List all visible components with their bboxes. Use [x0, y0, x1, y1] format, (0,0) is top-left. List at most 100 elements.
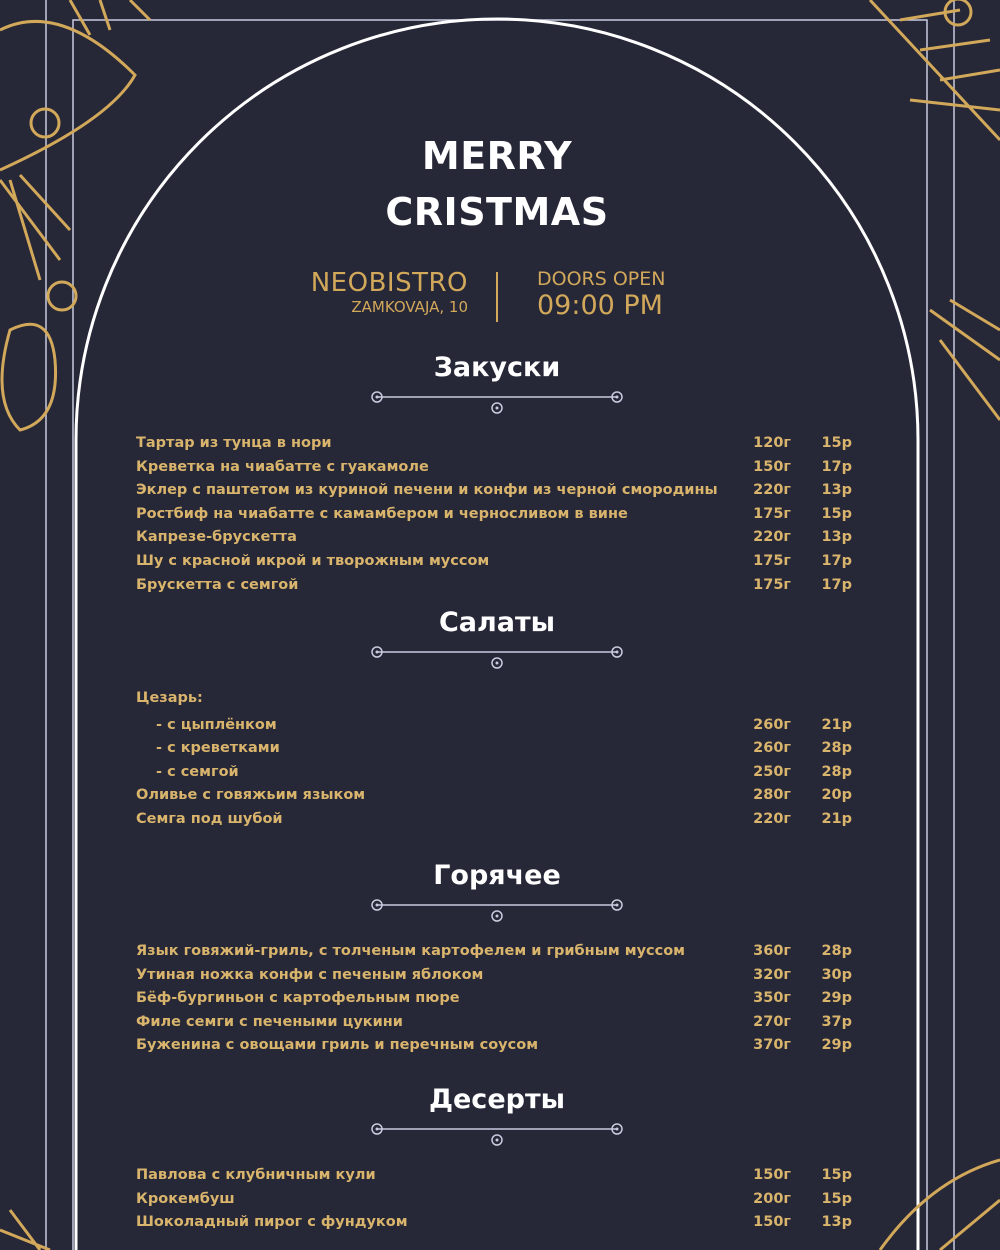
item-price: 20р — [821, 787, 852, 804]
menu-item: Капрезе-брускетта 220г 13р — [136, 526, 856, 550]
item-price: 13р — [821, 1214, 852, 1231]
section-title: Салаты — [438, 607, 556, 638]
venue-address: ZAMKOVAJA, 10 — [351, 298, 468, 316]
item-price: 15р — [821, 1190, 852, 1207]
item-name: Утиная ножка конфи с печеным яблоком — [136, 966, 484, 983]
item-name: Бёф-бургиньон с картофельным пюре — [136, 990, 460, 1007]
menu-item: Оливье с говяжьим языком 280г 20р — [136, 784, 856, 808]
item-weight: 220г — [753, 482, 791, 499]
menu-item: Павлова с клубничным кули 150г 15р — [136, 1164, 856, 1188]
item-weight: 360г — [753, 943, 791, 959]
menu-list: Язык говяжий-гриль, с толченым картофеле… — [136, 940, 856, 1058]
item-weight: 220г — [753, 529, 791, 546]
menu-list: Павлова с клубничным кули 150г 15р Крокембу… — [136, 1164, 856, 1235]
item-weight: 150г — [753, 1214, 791, 1231]
menu-item: - с креветками 260г 28р — [136, 737, 856, 761]
bell-ornament-icon — [0, 0, 152, 432]
item-name: Оливье с говяжьим языком — [136, 787, 366, 804]
item-name: Ростбиф на чиабатте с камамбером и черно… — [136, 505, 628, 522]
item-name: Язык говяжий-гриль, с толченым картофеле… — [136, 943, 686, 959]
item-weight: 370г — [753, 1037, 791, 1054]
item-weight: 260г — [753, 716, 791, 733]
venue-name: NEOBISTRO — [310, 268, 468, 298]
menu-item: - с семгой 250г 28р — [136, 761, 856, 785]
menu-item: Ростбиф на чиабатте с камамбером и черно… — [136, 503, 856, 527]
item-name: - с цыплёнком — [156, 716, 277, 733]
item-price: 13р — [821, 529, 852, 546]
item-price: 28р — [821, 943, 852, 959]
item-name: Брускетта с семгой — [136, 576, 299, 593]
arch-frame — [74, 17, 920, 1250]
item-name: Буженина с овощами гриль и перечным соус… — [136, 1037, 539, 1054]
menu-item: Шоколадный пирог с фундуком 150г 13р — [136, 1211, 856, 1235]
section-ornament-icon — [371, 391, 623, 414]
item-weight: 175г — [753, 552, 791, 569]
menu-item: Утиная ножка конфи с печеным яблоком 320г… — [136, 964, 856, 988]
section-title: Десерты — [428, 1084, 566, 1115]
section-ornament-icon — [371, 1123, 623, 1146]
item-name: - с семгой — [156, 763, 239, 780]
item-price: 17р — [821, 458, 852, 475]
menu-list: Цезарь: - с цыплёнком 260г 21р - с креветкам… — [136, 687, 856, 829]
item-price: 15р — [821, 1167, 852, 1183]
section-title: Закуски — [433, 352, 561, 383]
item-price: 37р — [821, 1013, 852, 1030]
item-name: Тартар из тунца в нори — [136, 435, 332, 451]
menu-item: Крокембуш 200г 15р — [136, 1188, 856, 1212]
menu-item: Цезарь: — [136, 687, 856, 711]
item-name: Креветка на чиабатте с гуакамоле — [136, 458, 429, 475]
menu-item: Брускетта с семгой 175г 17р — [136, 574, 856, 598]
item-price: 28р — [821, 763, 852, 780]
menu-item: Язык говяжий-гриль, с толченым картофеле… — [136, 940, 856, 964]
item-price: 29р — [821, 990, 852, 1007]
item-weight: 270г — [753, 1013, 791, 1030]
item-name: Павлова с клубничным кули — [136, 1167, 376, 1183]
item-weight: 320г — [753, 966, 791, 983]
item-weight: 120г — [753, 435, 791, 451]
item-price: 15р — [821, 505, 852, 522]
item-name: Филе семги с печеными цукини — [136, 1013, 403, 1030]
item-price: 17р — [821, 576, 852, 593]
item-name: Шоколадный пирог с фундуком — [136, 1214, 408, 1231]
item-weight: 150г — [753, 458, 791, 475]
item-weight: 220г — [753, 810, 791, 827]
menu-item: Эклер с паштетом из куриной печени и кон… — [136, 479, 856, 503]
section-ornament-icon — [371, 646, 623, 669]
venue-block: NEOBISTRO ZAMKOVAJA, 10 — [311, 268, 468, 316]
item-price: 17р — [821, 552, 852, 569]
menu-item: Тартар из тунца в нори 120г 15р — [136, 432, 856, 456]
item-name: Эклер с паштетом из куриной печени и кон… — [136, 482, 718, 499]
doors-block: DOORS OPEN 09:00 PM — [537, 268, 665, 321]
item-name: - с креветками — [156, 740, 280, 757]
item-price: 13р — [821, 482, 852, 499]
item-name: Семга под шубой — [136, 810, 283, 827]
item-weight: 280г — [753, 787, 791, 804]
menu-item: Буженина с овощами гриль и перечным соус… — [136, 1034, 856, 1058]
menu-item: Креветка на чиабатте с гуакамоле 150г 17р — [136, 456, 856, 480]
menu-item: Шу с красной икрой и творожным муссом 175… — [136, 550, 856, 574]
menu-list: Тартар из тунца в нори 120г 15р Креветка на… — [136, 432, 856, 597]
item-weight: 175г — [753, 576, 791, 593]
item-weight: 350г — [753, 990, 791, 1007]
item-name: Крокембуш — [136, 1190, 235, 1207]
item-price: 28р — [821, 740, 852, 757]
item-weight: 200г — [753, 1190, 791, 1207]
item-name: Шу с красной икрой и творожным муссом — [136, 552, 490, 569]
item-price: 21р — [821, 716, 852, 733]
title-line-1: MERRY — [421, 134, 573, 178]
item-price: 29р — [821, 1037, 852, 1054]
item-weight: 175г — [753, 505, 791, 522]
item-name: Капрезе-брускетта — [136, 529, 297, 546]
menu-item: Филе семги с печеными цукини 270г 37р — [136, 1011, 856, 1035]
item-weight: 260г — [753, 740, 791, 757]
item-price: 30р — [821, 966, 852, 983]
item-weight: 250г — [753, 763, 791, 780]
item-price: 21р — [821, 810, 852, 827]
divider — [496, 272, 498, 322]
doors-time: 09:00 PM — [537, 290, 663, 321]
item-name: Цезарь: — [136, 690, 203, 706]
menu-item: Семга под шубой 220г 21р — [136, 808, 856, 832]
item-weight: 150г — [753, 1167, 791, 1183]
section-ornament-icon — [371, 899, 623, 922]
